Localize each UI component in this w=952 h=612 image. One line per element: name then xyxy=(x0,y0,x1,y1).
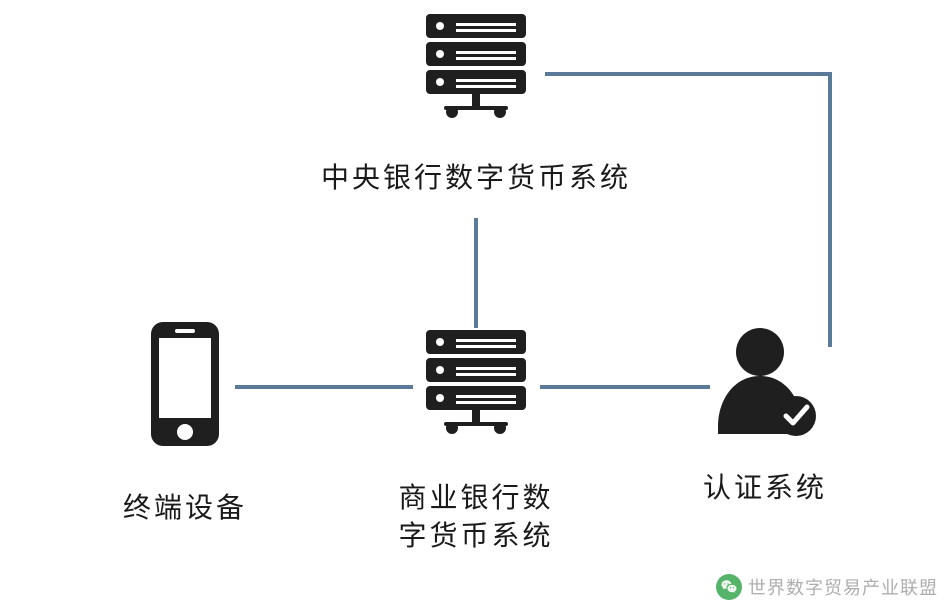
watermark: 世界数字贸易产业联盟 xyxy=(716,574,938,600)
label-commercial-bank: 商业银行数 字货币系统 xyxy=(380,480,572,556)
server-stack-icon xyxy=(416,328,536,438)
edge-central-to-auth-h xyxy=(545,72,832,76)
smartphone-icon xyxy=(145,320,225,448)
node-central-bank xyxy=(416,12,536,122)
wechat-icon xyxy=(716,574,742,600)
edge-terminal-to-commercial xyxy=(235,385,413,389)
edge-central-to-auth-v xyxy=(828,72,832,347)
node-commercial-bank xyxy=(416,328,536,438)
label-auth: 认证系统 xyxy=(685,470,845,508)
label-terminal: 终端设备 xyxy=(105,490,265,528)
node-auth xyxy=(710,322,820,440)
node-terminal xyxy=(145,320,225,448)
label-central-bank: 中央银行数字货币系统 xyxy=(270,160,682,198)
server-stack-icon xyxy=(416,12,536,122)
edge-commercial-to-auth xyxy=(540,385,710,389)
user-check-icon xyxy=(710,322,820,440)
edge-central-to-commercial xyxy=(474,218,478,328)
watermark-text: 世界数字贸易产业联盟 xyxy=(748,574,938,600)
